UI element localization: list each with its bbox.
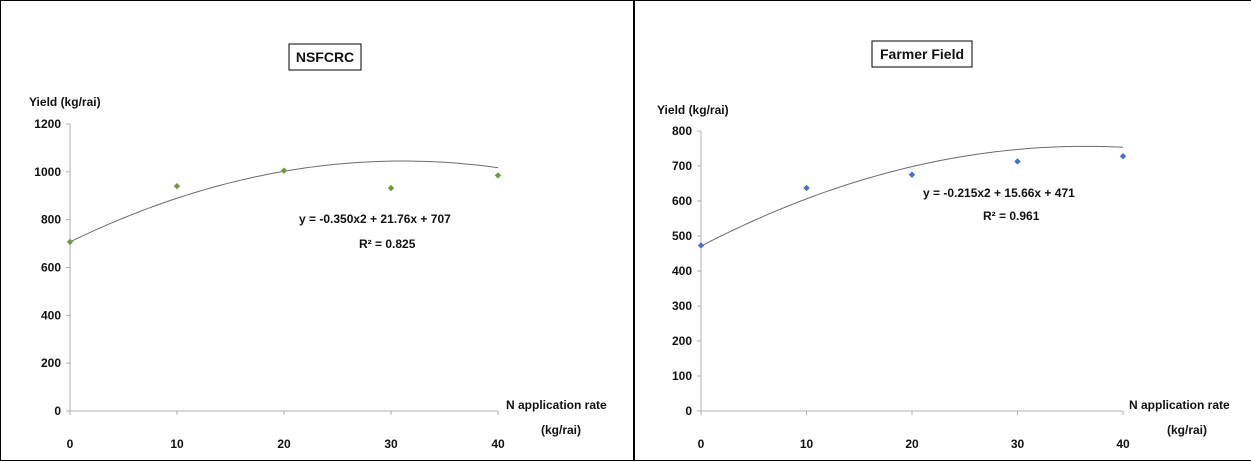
x-axis-label: N application rate — [506, 398, 607, 412]
y-tick-label: 1200 — [34, 117, 61, 131]
y-axis-label: Yield (kg/rai) — [29, 95, 101, 109]
r-squared-label: R² = 0.961 — [983, 209, 1040, 223]
nsfcrc-chart: NSFCRC Yield (kg/rai) N application rate… — [29, 43, 607, 451]
y-tick-label: 1000 — [34, 165, 61, 179]
x-axis-unit: (kg/rai) — [541, 423, 581, 437]
y-tick-label: 600 — [672, 194, 692, 208]
data-point — [803, 184, 810, 192]
y-tick-label: 0 — [685, 404, 692, 418]
x-tick-label: 40 — [491, 437, 505, 451]
x-tick-label: 30 — [384, 437, 398, 451]
x-tick-label: 30 — [1011, 437, 1025, 451]
x-tick-label: 0 — [698, 437, 705, 451]
x-tick-label: 10 — [170, 437, 184, 451]
chart-panel-nsfcrc: NSFCRC Yield (kg/rai) N application rate… — [0, 0, 634, 461]
data-point — [908, 171, 916, 178]
y-tick-label: 800 — [41, 213, 61, 227]
chart-title: NSFCRC — [296, 49, 354, 65]
chart-title: Farmer Field — [880, 46, 964, 62]
chart-panel-farmer-field: Farmer Field Yield (kg/rai) N applicatio… — [634, 0, 1251, 461]
y-axis-label: Yield (kg/rai) — [657, 103, 729, 117]
data-point — [173, 182, 181, 190]
trendline — [700, 145, 1124, 247]
data-point — [1014, 158, 1021, 165]
y-tick-label: 0 — [54, 404, 61, 418]
x-axis-unit: (kg/rai) — [1167, 423, 1207, 437]
y-tick-label: 200 — [672, 334, 692, 348]
x-tick-label: 20 — [277, 437, 291, 451]
y-tick-label: 400 — [41, 308, 61, 322]
data-point — [66, 238, 74, 246]
x-tick-label: 20 — [905, 437, 919, 451]
data-point — [387, 184, 395, 192]
trendline-equation: y = -0.215x2 + 15.66x + 471 — [923, 186, 1075, 200]
farmer-field-chart: Farmer Field Yield (kg/rai) N applicatio… — [657, 40, 1230, 451]
data-point — [1119, 153, 1127, 160]
x-tick-label: 10 — [800, 437, 814, 451]
y-tick-label: 400 — [672, 264, 692, 278]
trendline-equation: y = -0.350x2 + 21.76x + 707 — [299, 212, 451, 226]
y-tick-label: 600 — [41, 261, 61, 275]
y-tick-label: 100 — [672, 369, 692, 383]
x-axis-label: N application rate — [1129, 398, 1230, 412]
data-point — [494, 172, 502, 179]
y-tick-label: 500 — [672, 229, 692, 243]
data-point — [280, 167, 288, 174]
x-tick-label: 40 — [1116, 437, 1130, 451]
chart-title-box — [288, 43, 362, 71]
y-tick-label: 200 — [41, 356, 61, 370]
x-tick-label: 0 — [67, 437, 74, 451]
y-tick-label: 800 — [672, 124, 692, 138]
y-tick-label: 300 — [672, 299, 692, 313]
chart-title-box — [871, 40, 973, 68]
data-point — [697, 242, 705, 249]
y-tick-label: 700 — [672, 159, 692, 173]
r-squared-label: R² = 0.825 — [359, 237, 416, 251]
